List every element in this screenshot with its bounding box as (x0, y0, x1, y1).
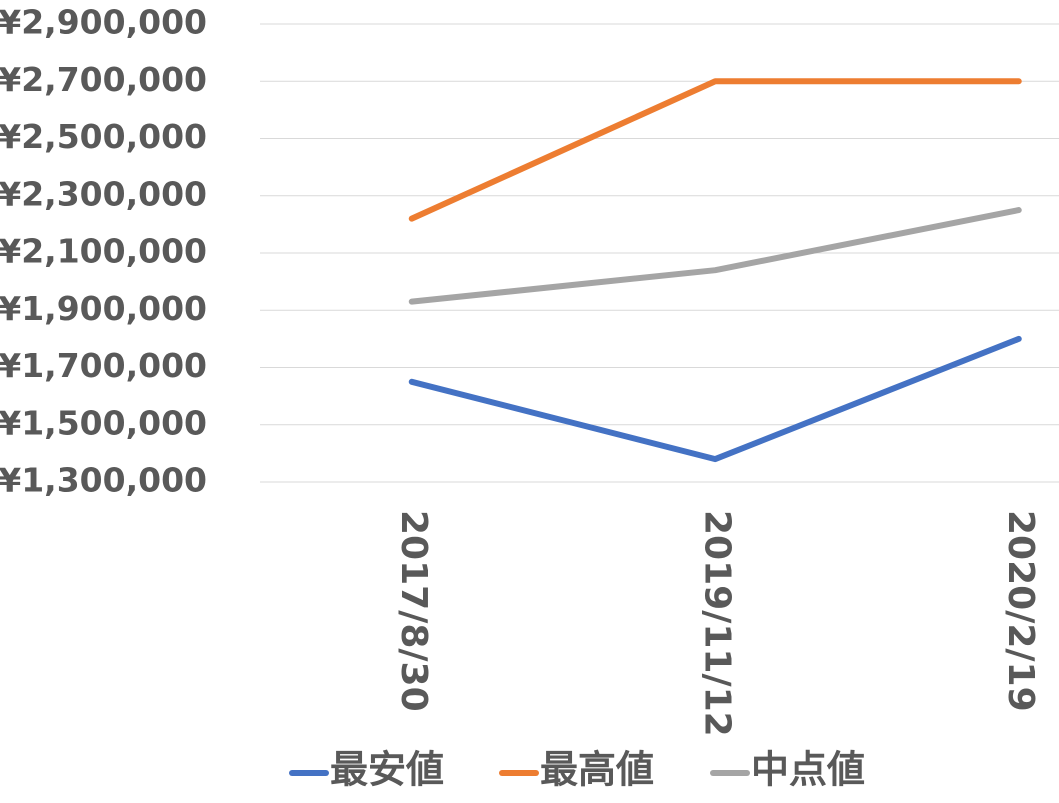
y-tick-label: ¥2,900,000 (0, 3, 207, 42)
x-tick-label: 2020/2/19 (1000, 510, 1041, 712)
y-tick-label: ¥2,100,000 (0, 232, 207, 271)
series-line (408, 335, 1022, 463)
y-tick-label: ¥2,300,000 (0, 174, 207, 213)
y-tick-label: ¥1,500,000 (0, 403, 207, 442)
y-tick-label: ¥2,500,000 (0, 117, 207, 156)
x-tick-label: 2017/8/30 (393, 510, 434, 712)
legend-label: 最高値 (540, 748, 654, 792)
y-tick-label: ¥1,300,000 (0, 461, 207, 500)
y-tick-label: ¥2,700,000 (0, 60, 207, 99)
series-line (408, 207, 1022, 305)
series-line (408, 78, 1022, 222)
x-tick-label: 2019/11/12 (696, 510, 737, 737)
y-tick-label: ¥1,900,000 (0, 289, 207, 328)
legend-label: 中点値 (751, 748, 865, 792)
y-tick-label: ¥1,700,000 (0, 346, 207, 385)
legend-label: 最安値 (330, 748, 444, 792)
